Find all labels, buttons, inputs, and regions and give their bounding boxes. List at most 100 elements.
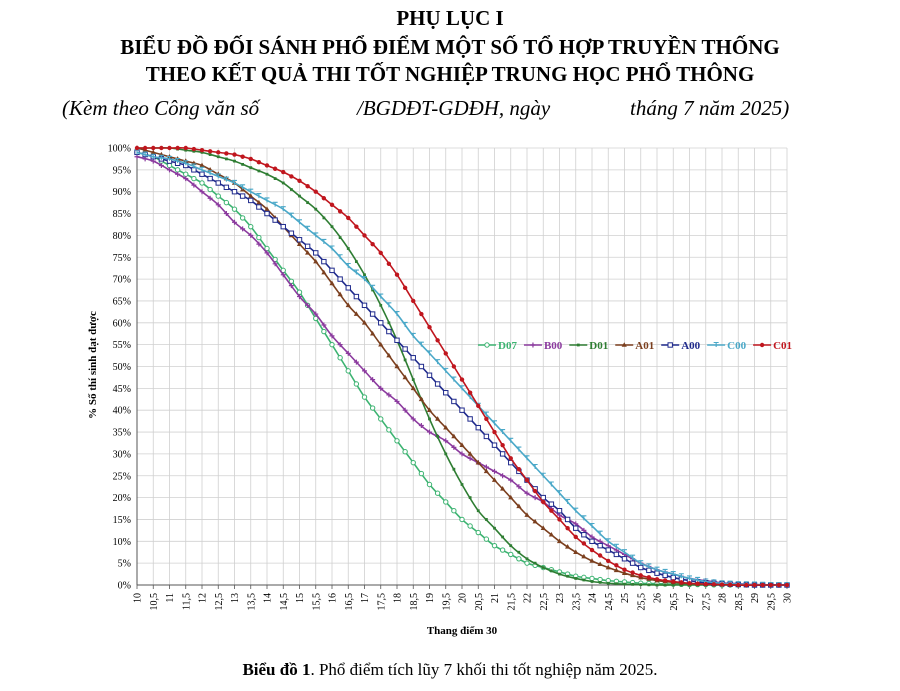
data-point bbox=[298, 194, 301, 198]
data-point bbox=[581, 527, 587, 533]
reference-part-1: (Kèm theo Công văn số bbox=[62, 96, 260, 120]
data-point bbox=[313, 258, 319, 264]
data-point bbox=[256, 193, 262, 199]
data-point bbox=[378, 320, 384, 326]
data-point bbox=[459, 407, 465, 413]
data-point bbox=[207, 149, 213, 154]
data-point bbox=[346, 247, 350, 250]
data-point bbox=[313, 311, 319, 317]
x-axis-label: Thang điểm 30 bbox=[427, 625, 498, 637]
data-point bbox=[752, 582, 757, 588]
data-point bbox=[353, 293, 360, 300]
data-point bbox=[564, 516, 571, 523]
data-point bbox=[345, 285, 351, 291]
data-point bbox=[314, 207, 318, 211]
data-point bbox=[589, 547, 595, 553]
data-point bbox=[362, 276, 367, 282]
y-tick-label: 0% bbox=[118, 581, 131, 592]
data-point bbox=[662, 568, 668, 574]
data-point bbox=[613, 551, 620, 558]
data-point bbox=[233, 159, 236, 163]
data-point bbox=[207, 186, 213, 193]
data-point bbox=[329, 341, 335, 348]
data-point bbox=[386, 392, 392, 398]
data-point bbox=[573, 521, 579, 527]
data-point bbox=[313, 250, 319, 256]
data-point bbox=[451, 376, 457, 382]
data-point bbox=[410, 355, 416, 361]
data-point bbox=[581, 515, 587, 521]
data-point bbox=[394, 363, 400, 369]
data-point bbox=[411, 298, 416, 304]
data-point bbox=[760, 582, 765, 588]
data-point bbox=[613, 567, 619, 573]
data-point bbox=[321, 258, 327, 265]
data-point bbox=[443, 499, 449, 505]
data-point bbox=[451, 398, 457, 405]
data-point bbox=[638, 560, 644, 566]
data-point bbox=[134, 145, 140, 151]
data-point bbox=[379, 303, 383, 307]
data-point bbox=[467, 451, 473, 456]
data-point bbox=[654, 566, 660, 572]
data-point bbox=[142, 151, 148, 157]
data-point bbox=[573, 507, 579, 513]
data-point bbox=[337, 254, 343, 260]
data-point bbox=[191, 146, 197, 152]
data-point bbox=[418, 470, 425, 477]
data-point bbox=[426, 372, 433, 378]
data-point bbox=[549, 569, 553, 573]
data-point bbox=[451, 508, 457, 514]
data-point bbox=[581, 553, 587, 559]
data-point bbox=[500, 486, 506, 491]
data-point bbox=[646, 575, 652, 580]
data-point bbox=[386, 328, 392, 335]
data-point bbox=[736, 582, 741, 588]
x-axis-ticks: 10 10,5 11 11,5 12 12,5 13 13,5 14 14,5 15 15,5 16 16… bbox=[133, 593, 794, 611]
x-tick-label: 27,5 bbox=[701, 593, 712, 611]
data-point bbox=[695, 581, 700, 586]
data-point bbox=[532, 488, 538, 494]
data-point bbox=[508, 494, 514, 500]
data-point bbox=[411, 378, 415, 382]
data-point bbox=[150, 158, 156, 164]
data-point bbox=[394, 438, 400, 444]
data-point bbox=[598, 580, 602, 584]
data-point bbox=[345, 368, 351, 374]
y-tick-label: 65% bbox=[113, 296, 131, 307]
data-point bbox=[695, 576, 701, 582]
data-point bbox=[207, 170, 213, 176]
data-point bbox=[687, 575, 692, 581]
data-point bbox=[483, 411, 489, 417]
data-point bbox=[597, 561, 603, 567]
data-point bbox=[517, 550, 521, 554]
data-point bbox=[329, 202, 335, 208]
data-point bbox=[459, 377, 465, 382]
data-point bbox=[532, 463, 538, 470]
data-point bbox=[183, 145, 188, 151]
data-point bbox=[460, 483, 464, 486]
legend-marker bbox=[667, 342, 673, 348]
data-point bbox=[687, 581, 692, 586]
data-point bbox=[483, 433, 490, 440]
data-point bbox=[565, 525, 570, 531]
data-point bbox=[256, 241, 262, 247]
x-tick-label: 17 bbox=[360, 593, 371, 603]
data-point bbox=[500, 442, 505, 448]
data-point bbox=[386, 427, 392, 433]
data-point bbox=[435, 338, 440, 343]
x-tick-label: 10,5 bbox=[149, 593, 160, 611]
data-point bbox=[378, 385, 384, 391]
legend-marker bbox=[576, 343, 580, 347]
data-point bbox=[524, 490, 530, 496]
chart-title-line-2: THEO KẾT QUẢ THI TỐT NGHIỆP TRUNG HỌC PH… bbox=[145, 62, 755, 86]
data-point bbox=[589, 534, 595, 540]
caption-label: Biểu đồ 1 bbox=[242, 660, 311, 679]
data-point bbox=[223, 184, 230, 191]
data-point bbox=[670, 571, 676, 577]
data-point bbox=[621, 556, 628, 562]
data-point bbox=[410, 332, 416, 338]
data-point bbox=[467, 390, 473, 395]
data-point bbox=[288, 283, 294, 289]
data-point bbox=[216, 155, 220, 159]
